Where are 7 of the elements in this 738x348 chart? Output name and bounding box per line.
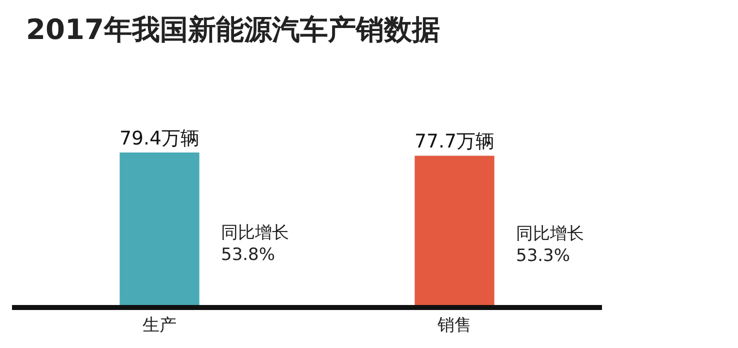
data-label: 77.7万辆	[414, 132, 494, 153]
data-label: 79.4万辆	[120, 128, 200, 150]
x-tick-label: 生产	[142, 315, 176, 336]
chart-title: 2017年我国新能源汽车产销数据	[26, 13, 440, 46]
annotation: 同比增长 53.8%	[221, 223, 289, 266]
x-tick-label: 销售	[436, 315, 472, 336]
annotation: 同比增长 53.3%	[516, 224, 584, 266]
